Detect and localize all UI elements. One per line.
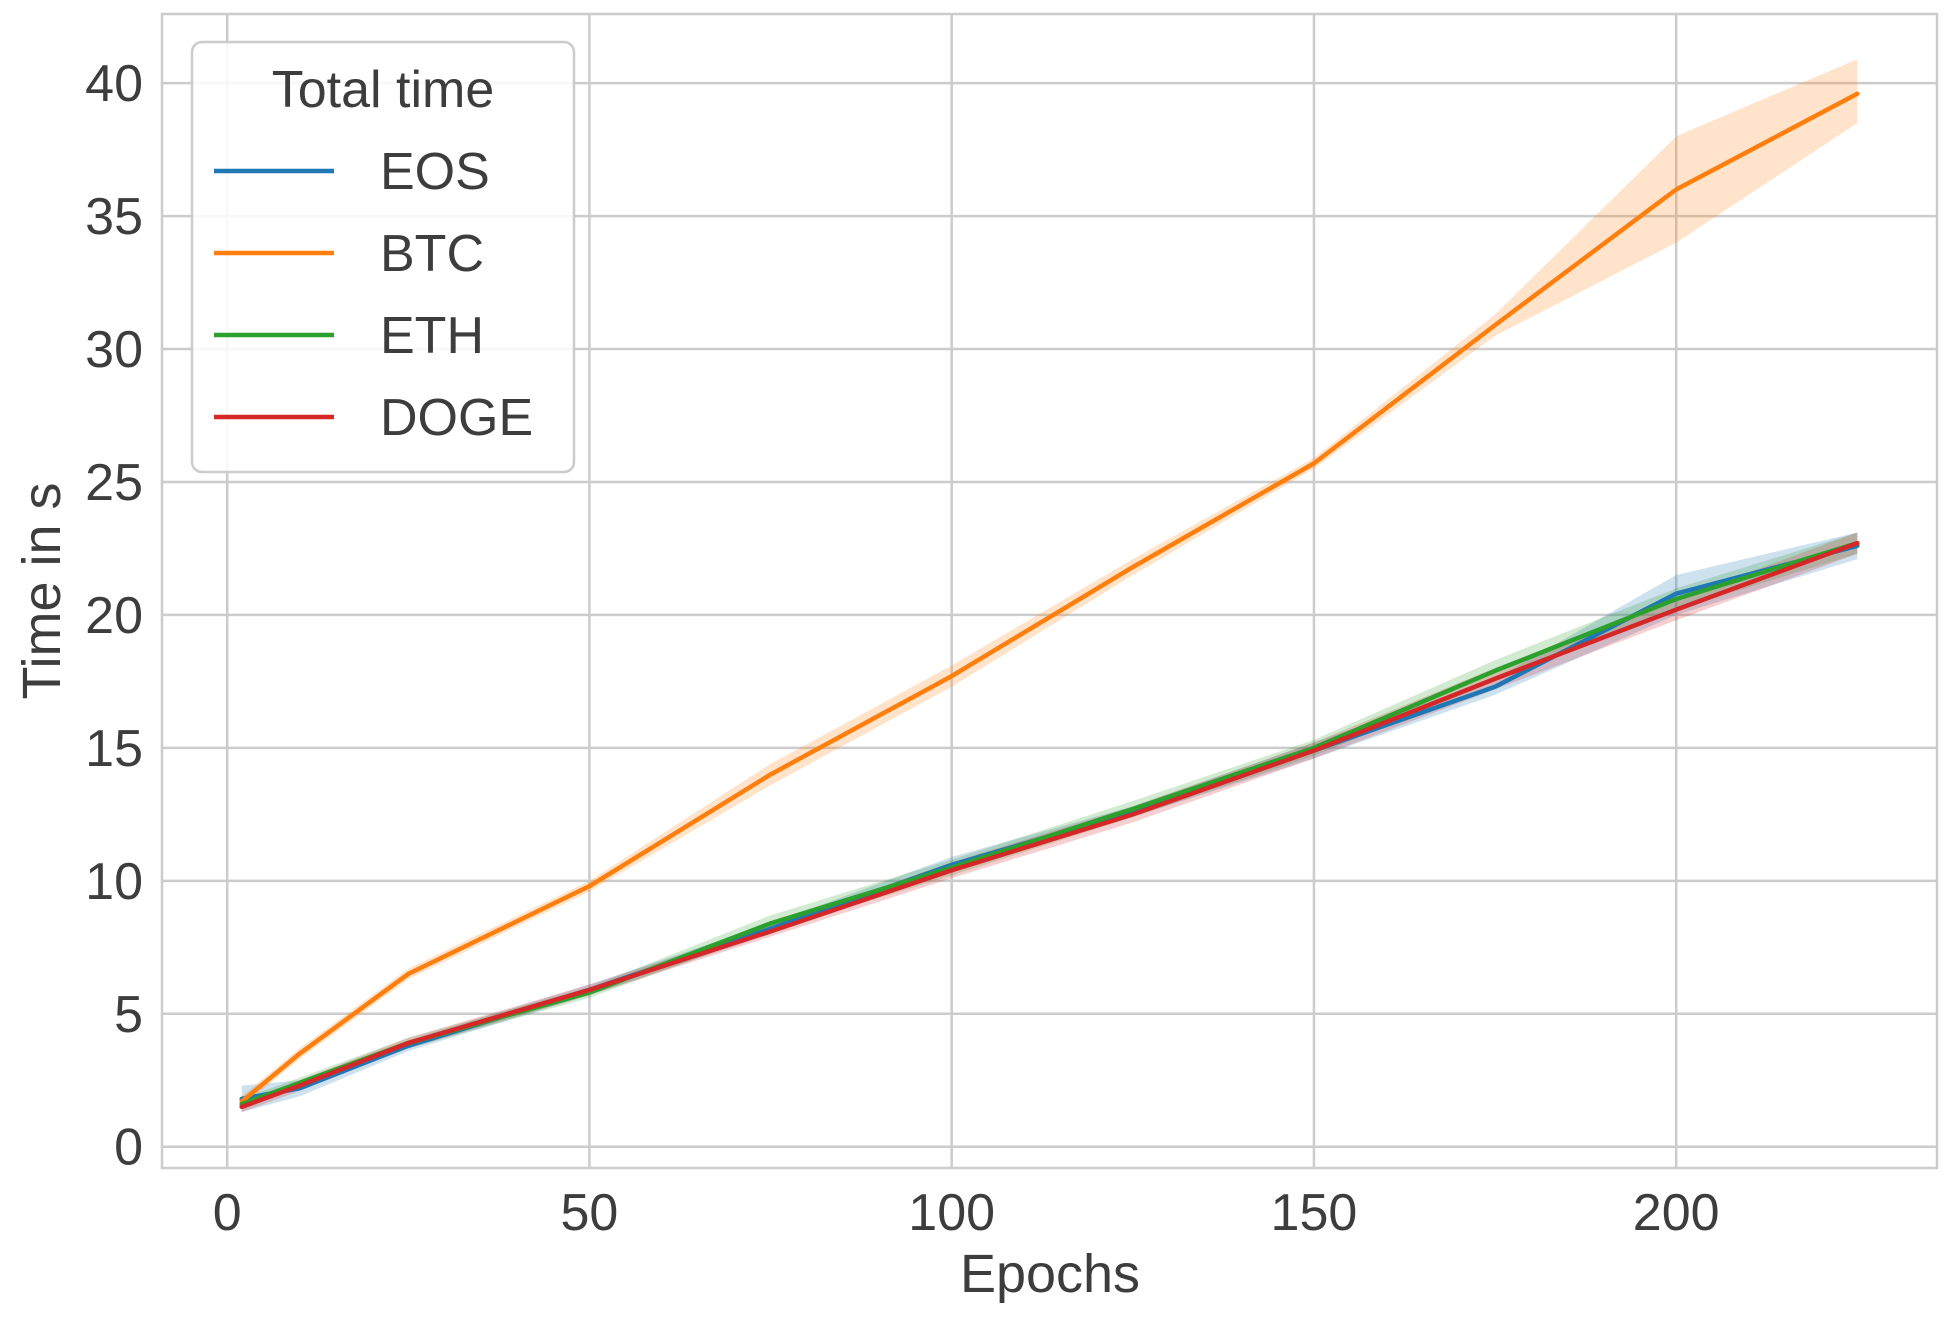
legend-item-btc: BTC	[214, 225, 484, 283]
x-tick-labels: 0 50 100 150 200	[213, 1184, 1720, 1242]
series-lines	[239, 91, 1860, 1110]
eth-legend-label: ETH	[380, 307, 484, 365]
y-tick-label: 5	[114, 986, 143, 1044]
y-tick-label: 35	[85, 188, 143, 246]
legend-entries: EOS BTC ETH DOGE	[214, 143, 533, 447]
x-tick-label: 50	[561, 1184, 619, 1242]
y-tick-label: 30	[85, 321, 143, 379]
eos-legend-label: EOS	[380, 143, 490, 201]
legend-item-eos: EOS	[214, 143, 490, 201]
btc-series-line	[239, 91, 1860, 1104]
y-axis-title: Time in s	[12, 482, 72, 699]
doge-legend-label: DOGE	[380, 389, 533, 447]
x-tick-label: 0	[213, 1184, 242, 1242]
x-tick-label: 100	[908, 1184, 995, 1242]
legend-item-eth: ETH	[214, 307, 484, 365]
y-tick-label: 20	[85, 587, 143, 645]
y-tick-label: 0	[114, 1119, 143, 1177]
eth-confidence-band	[241, 532, 1858, 1110]
legend-box	[190, 40, 576, 474]
x-tick-label: 150	[1271, 1184, 1358, 1242]
x-tick-label: 200	[1633, 1184, 1720, 1242]
y-tick-label: 15	[85, 720, 143, 778]
legend-item-doge: DOGE	[214, 389, 533, 447]
legend-title: Total time	[272, 61, 495, 119]
y-tick-label: 40	[85, 55, 143, 113]
y-tick-label: 10	[85, 853, 143, 911]
y-tick-labels: 0 5 10 15 20 25 30 35 40	[85, 55, 143, 1177]
doge-confidence-band	[241, 532, 1858, 1113]
btc-legend-label: BTC	[380, 225, 484, 283]
plot-frame	[160, 12, 1939, 1170]
x-axis-title: Epochs	[960, 1244, 1140, 1304]
legend: Total time EOS BTC ETH DOGE	[190, 40, 576, 474]
eos-confidence-band	[241, 532, 1858, 1113]
doge-series-line	[239, 540, 1860, 1110]
y-tick-label: 25	[85, 454, 143, 512]
confidence-bands	[241, 59, 1858, 1113]
btc-confidence-band	[241, 59, 1858, 1107]
